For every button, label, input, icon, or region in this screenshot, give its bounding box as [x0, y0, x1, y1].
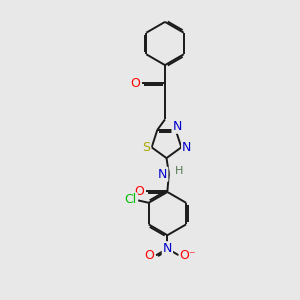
Text: O⁻: O⁻	[179, 249, 196, 262]
Text: O: O	[134, 184, 144, 198]
Text: N: N	[158, 168, 167, 181]
Text: N: N	[182, 141, 191, 154]
Text: N: N	[172, 120, 182, 133]
Text: N: N	[163, 242, 172, 255]
Text: O: O	[145, 249, 154, 262]
Text: O: O	[130, 77, 140, 90]
Text: S: S	[142, 141, 150, 154]
Text: H: H	[175, 166, 183, 176]
Text: Cl: Cl	[124, 193, 137, 206]
